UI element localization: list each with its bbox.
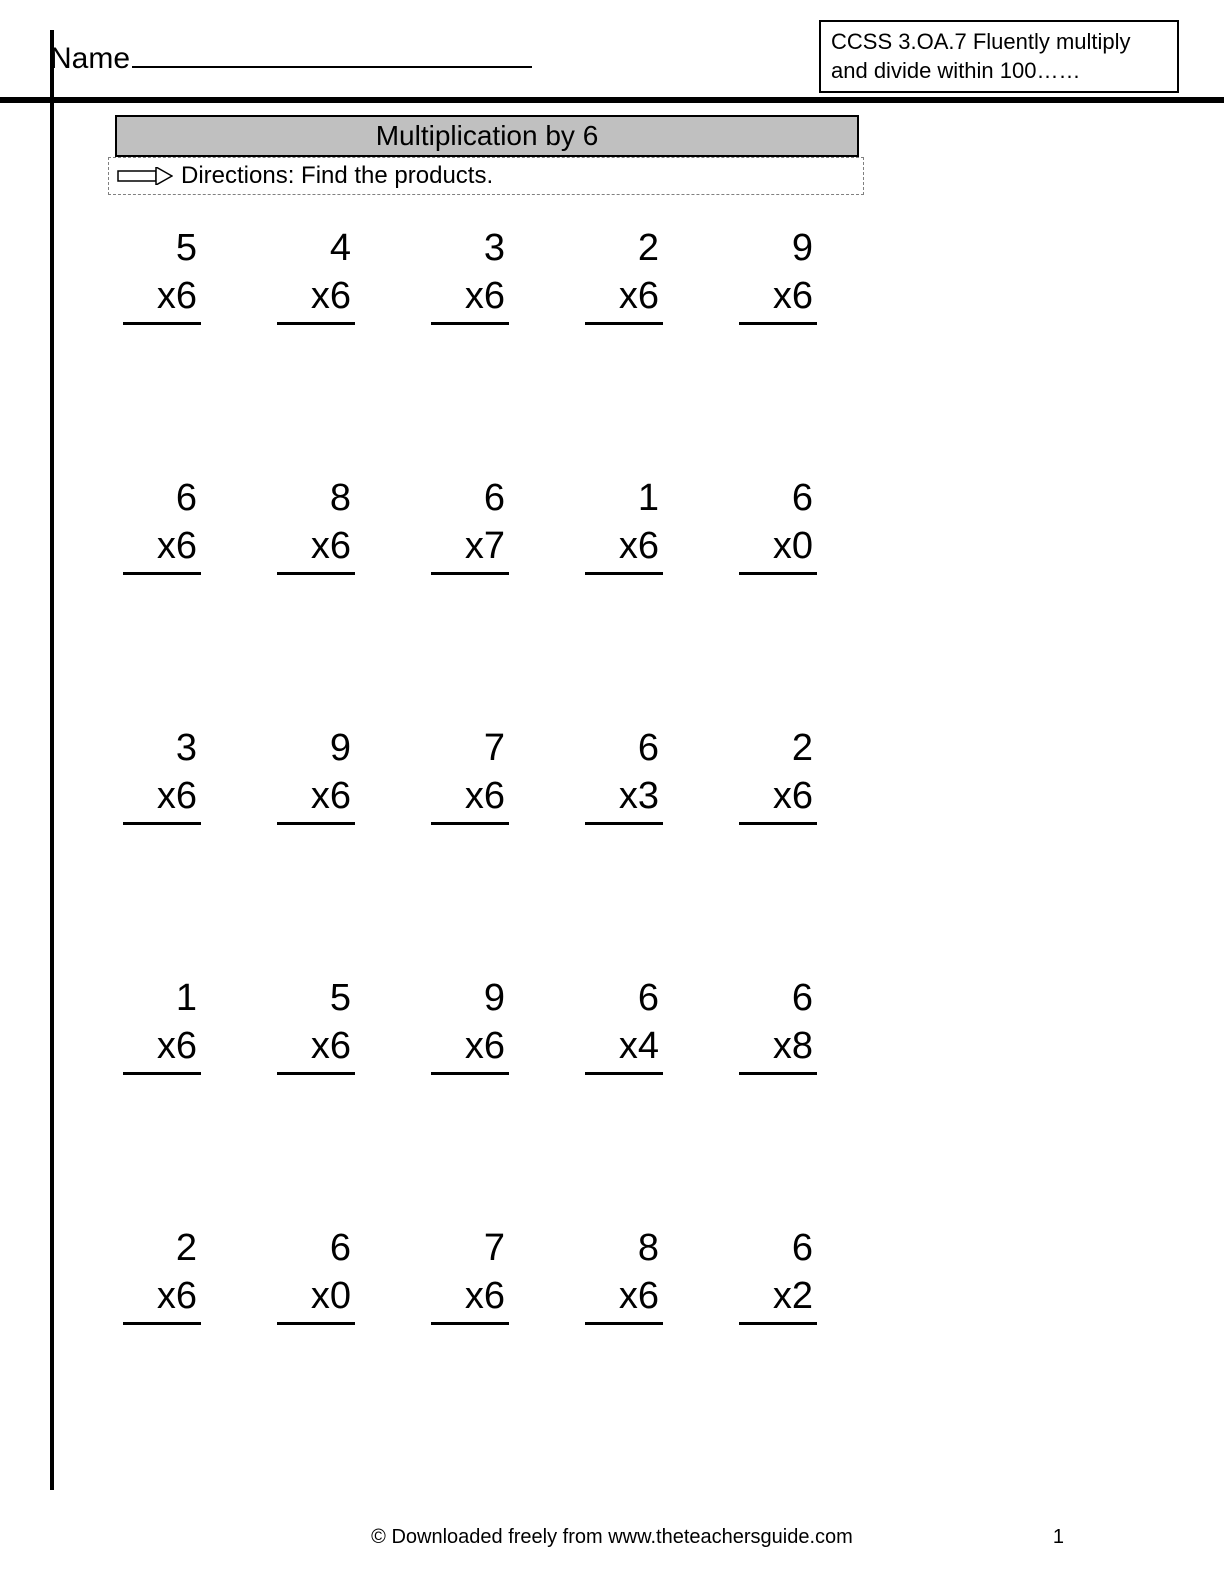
multiplicand: 2 — [739, 725, 817, 773]
multiplier: x6 — [739, 773, 817, 826]
multiplication-problem: 1x6 — [123, 975, 201, 1075]
multiplication-problem: 7x6 — [431, 725, 509, 825]
multiplicand: 6 — [123, 475, 201, 523]
multiplication-problem: 8x6 — [277, 475, 355, 575]
multiplication-problem: 6x6 — [123, 475, 201, 575]
worksheet-title: Multiplication by 6 — [115, 115, 859, 157]
multiplication-problem: 2x6 — [123, 1225, 201, 1325]
multiplier: x6 — [277, 273, 355, 326]
multiplier: x8 — [739, 1023, 817, 1076]
multiplier: x3 — [585, 773, 663, 826]
multiplicand: 3 — [431, 225, 509, 273]
footer-attribution: © Downloaded freely from www.theteachers… — [0, 1526, 1224, 1549]
vertical-rule — [50, 30, 54, 1490]
multiplier: x6 — [123, 1023, 201, 1076]
multiplicand: 6 — [431, 475, 509, 523]
multiplier: x6 — [585, 1273, 663, 1326]
multiplicand: 8 — [585, 1225, 663, 1273]
directions-bar: Directions: Find the products. — [108, 157, 864, 195]
multiplier: x6 — [431, 273, 509, 326]
multiplier: x6 — [123, 773, 201, 826]
name-label: Name — [50, 42, 130, 76]
multiplication-problem: 6x0 — [739, 475, 817, 575]
multiplicand: 3 — [123, 725, 201, 773]
multiplier: x6 — [585, 273, 663, 326]
multiplication-problem: 2x6 — [585, 225, 663, 325]
multiplier: x6 — [431, 773, 509, 826]
multiplier: x6 — [277, 523, 355, 576]
multiplication-problem: 4x6 — [277, 225, 355, 325]
multiplicand: 6 — [585, 975, 663, 1023]
multiplier: x7 — [431, 523, 509, 576]
multiplication-problem: 6x3 — [585, 725, 663, 825]
multiplicand: 6 — [739, 975, 817, 1023]
multiplier: x6 — [739, 273, 817, 326]
multiplication-problem: 6x4 — [585, 975, 663, 1075]
multiplicand: 6 — [739, 475, 817, 523]
multiplicand: 9 — [739, 225, 817, 273]
multiplier: x6 — [585, 523, 663, 576]
multiplicand: 8 — [277, 475, 355, 523]
multiplier: x6 — [123, 523, 201, 576]
multiplication-problem: 9x6 — [431, 975, 509, 1075]
multiplicand: 6 — [585, 725, 663, 773]
multiplication-problem: 5x6 — [123, 225, 201, 325]
multiplication-problem: 3x6 — [123, 725, 201, 825]
multiplication-problem: 6x2 — [739, 1225, 817, 1325]
multiplicand: 5 — [277, 975, 355, 1023]
multiplication-problem: 9x6 — [277, 725, 355, 825]
name-field-area: Name — [50, 40, 532, 76]
directions-text: Directions: Find the products. — [181, 162, 493, 190]
multiplicand: 5 — [123, 225, 201, 273]
multiplication-problem: 6x0 — [277, 1225, 355, 1325]
multiplicand: 4 — [277, 225, 355, 273]
multiplier: x4 — [585, 1023, 663, 1076]
page-number: 1 — [1053, 1526, 1064, 1549]
multiplication-problem: 2x6 — [739, 725, 817, 825]
name-blank-line[interactable] — [132, 40, 532, 68]
multiplication-problem: 3x6 — [431, 225, 509, 325]
multiplicand: 9 — [277, 725, 355, 773]
multiplicand: 2 — [123, 1225, 201, 1273]
multiplicand: 6 — [277, 1225, 355, 1273]
multiplier: x0 — [739, 523, 817, 576]
multiplication-problem: 7x6 — [431, 1225, 509, 1325]
standards-box: CCSS 3.OA.7 Fluently multiply and divide… — [819, 20, 1179, 93]
multiplicand: 9 — [431, 975, 509, 1023]
multiplicand: 2 — [585, 225, 663, 273]
multiplicand: 1 — [585, 475, 663, 523]
multiplicand: 6 — [739, 1225, 817, 1273]
multiplication-problem: 6x8 — [739, 975, 817, 1075]
multiplicand: 7 — [431, 725, 509, 773]
horizontal-rule — [0, 97, 1224, 103]
multiplier: x6 — [431, 1273, 509, 1326]
multiplication-problem: 6x7 — [431, 475, 509, 575]
multiplier: x6 — [123, 1273, 201, 1326]
arrow-right-icon — [117, 167, 173, 185]
multiplier: x6 — [277, 1023, 355, 1076]
multiplier: x6 — [431, 1023, 509, 1076]
header-row: Name CCSS 3.OA.7 Fluently multiply and d… — [0, 20, 1224, 90]
multiplication-problem: 9x6 — [739, 225, 817, 325]
multiplier: x6 — [277, 773, 355, 826]
multiplicand: 1 — [123, 975, 201, 1023]
multiplier: x0 — [277, 1273, 355, 1326]
problems-grid: 5x64x63x62x69x66x68x66x71x66x03x69x67x66… — [90, 225, 850, 1325]
multiplier: x2 — [739, 1273, 817, 1326]
multiplication-problem: 1x6 — [585, 475, 663, 575]
multiplication-problem: 8x6 — [585, 1225, 663, 1325]
multiplicand: 7 — [431, 1225, 509, 1273]
multiplication-problem: 5x6 — [277, 975, 355, 1075]
multiplier: x6 — [123, 273, 201, 326]
worksheet-page: Name CCSS 3.OA.7 Fluently multiply and d… — [0, 0, 1224, 1584]
